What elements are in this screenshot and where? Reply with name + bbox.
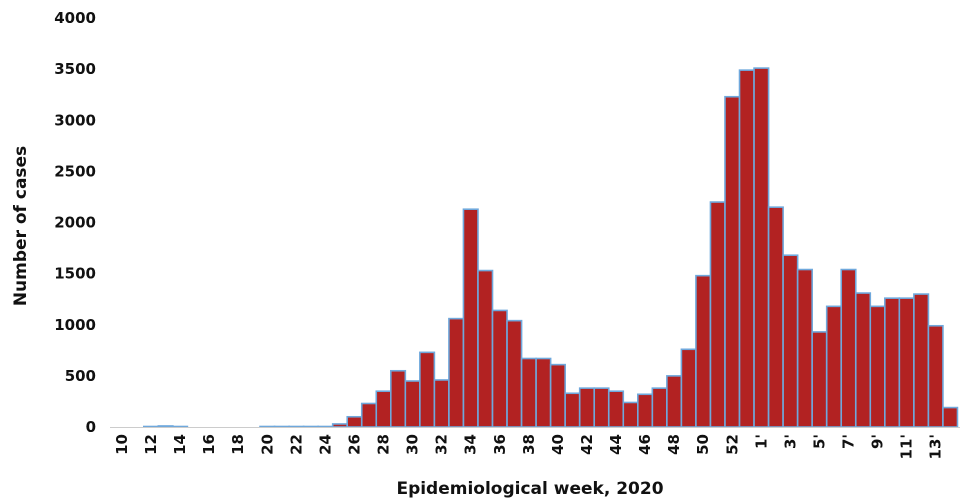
x-tick-label: 40 [549,434,567,455]
x-tick-label: 11' [898,434,916,459]
bar [302,425,319,428]
bar [709,201,726,428]
bar [477,269,494,428]
y-tick-label: 2000 [54,214,96,232]
x-tick-label: 24 [316,434,334,455]
x-tick-label: 18 [229,434,247,455]
bar [651,387,668,428]
x-tick-label: 46 [636,434,654,455]
bar [448,317,465,428]
x-tick-label: 22 [287,434,305,455]
bar [520,357,537,428]
y-axis-title: Number of cases [11,146,31,306]
bar [346,415,363,428]
x-axis-title: Epidemiological week, 2020 [396,479,663,499]
bar [724,95,741,428]
bar [375,390,392,428]
bar [491,309,508,428]
x-tick-label: 16 [200,434,218,455]
bar [782,254,799,428]
bar [753,67,770,428]
bar [142,425,160,428]
x-tick-label: 5' [810,434,828,449]
bar [259,425,276,428]
x-tick-label: 10 [113,434,131,455]
bar [884,297,901,428]
x-tick-label: 26 [345,434,363,455]
bar [854,292,872,428]
y-tick-label: 4000 [54,9,96,27]
y-tick-label: 2500 [54,162,96,180]
bar [404,380,421,428]
bar [157,425,174,428]
bar [317,425,334,428]
bar [331,423,349,428]
bar [927,324,944,428]
x-tick-label: 42 [578,434,596,455]
bar [942,406,959,428]
bar [549,363,566,428]
bar [360,402,378,428]
y-axis-ticks: 0 500 1000 1500 2000 2500 3000 3500 4000 [54,9,96,436]
x-tick-label: 52 [723,434,741,455]
bar [898,297,915,428]
bar [666,375,683,428]
y-tick-label: 1500 [54,265,96,283]
bar [564,392,581,428]
x-tick-label: 50 [694,434,712,455]
bar [593,387,610,428]
bar [738,69,755,428]
x-tick-label: 13' [927,434,945,459]
bar [506,319,523,428]
y-tick-label: 3000 [54,111,96,129]
x-tick-label: 20 [258,434,276,455]
x-tick-label: 12 [142,434,160,455]
bar [767,206,784,428]
y-tick-label: 1000 [54,316,96,334]
bar [578,387,596,428]
x-axis-ticks: 10 12 14 16 18 20 22 24 26 28 30 32 34 36 38 40 42 44 46 48… [113,434,945,459]
x-tick-label: 34 [462,434,480,455]
x-tick-label: 7' [840,434,858,449]
bar [796,268,813,428]
bar [680,348,697,428]
x-tick-label: 38 [520,434,538,455]
x-tick-label: 3' [781,434,799,449]
bar [607,390,625,428]
x-tick-label: 44 [607,434,625,455]
bar [840,268,857,428]
x-tick-label: 9' [869,434,887,449]
bar [695,274,712,428]
y-tick-label: 500 [65,367,96,385]
bar [172,425,189,428]
x-tick-label: 1' [752,434,770,449]
x-tick-label: 48 [665,434,683,455]
bar [273,425,290,428]
x-tick-label: 32 [433,434,451,455]
bar [869,305,886,428]
bar [390,369,407,428]
bar [811,331,828,428]
bar [825,305,843,428]
x-tick-label: 14 [171,434,189,455]
bar [462,208,479,428]
x-tick-label: 36 [491,434,509,455]
bar [622,401,639,428]
bars [142,67,959,428]
bar [419,351,436,428]
bar [637,393,654,428]
bar [433,379,450,428]
x-tick-label: 30 [404,434,422,455]
y-tick-label: 0 [86,418,96,436]
x-tick-label: 28 [375,434,393,455]
y-tick-label: 3500 [54,60,96,78]
bar [288,425,305,428]
bar [535,357,552,428]
bar [913,293,930,428]
